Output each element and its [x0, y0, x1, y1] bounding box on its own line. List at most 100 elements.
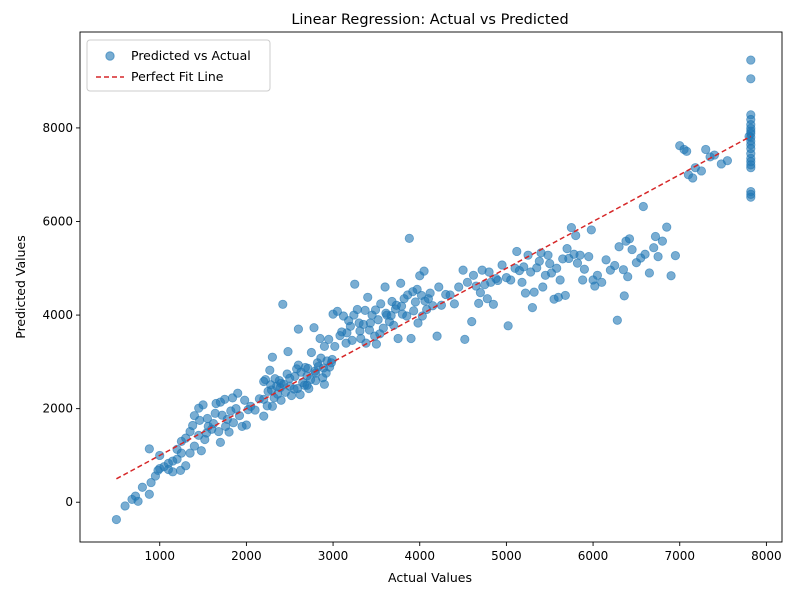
scatter-point [545, 259, 555, 269]
x-axis: 1000 2000 3000 4000 5000 6000 7000 8000 [144, 542, 782, 563]
scatter-point [396, 278, 406, 288]
scatter-point [560, 290, 570, 301]
scatter-point [276, 378, 286, 388]
scatter-point [657, 236, 668, 246]
scatter-point [215, 397, 225, 407]
scatter-point [293, 324, 303, 334]
x-tick-label: 6000 [578, 549, 609, 563]
scatter-point [425, 288, 435, 298]
scatter-point [311, 368, 321, 378]
scatter-point [214, 426, 224, 437]
scatter-point [286, 390, 297, 401]
x-axis-label: Actual Values [388, 570, 472, 585]
scatter-point [484, 267, 494, 277]
y-tick-label: 6000 [42, 214, 73, 228]
scatter-point [201, 428, 212, 438]
scatter-point [449, 299, 459, 309]
scatter-point [327, 354, 337, 365]
scatter-point [196, 446, 206, 456]
scatter-point [519, 262, 529, 272]
scatter-point [267, 352, 277, 362]
scatter-point [302, 380, 312, 390]
scatter-point [404, 233, 414, 243]
scatter-point [571, 230, 581, 241]
scatter-point [265, 365, 275, 375]
scatter-point [373, 315, 383, 325]
scatter-point [682, 146, 692, 156]
scatter-point [746, 163, 756, 173]
scatter-point [592, 270, 603, 280]
y-tick-label: 2000 [42, 402, 73, 416]
scatter-point [393, 333, 403, 344]
scatter-point [709, 150, 720, 160]
scatter-point [350, 279, 360, 289]
scatter-point [454, 282, 464, 292]
scatter-point [360, 305, 370, 315]
scatter-point [406, 333, 416, 344]
scatter-point [215, 437, 225, 447]
scatter-point [175, 465, 186, 476]
scatter-point [618, 265, 629, 275]
scatter-point [566, 222, 577, 233]
scatter-point [584, 251, 594, 262]
scatter-point [432, 331, 442, 341]
scatter-point [144, 489, 154, 499]
y-tick-label: 8000 [42, 121, 73, 135]
scatter-point [137, 482, 147, 492]
scatter-point [267, 401, 277, 411]
scatter-point [619, 291, 629, 301]
scatter-point [144, 444, 154, 454]
scatter-point [653, 251, 663, 262]
perfect-fit-line [116, 135, 752, 480]
scatter-point [610, 260, 620, 271]
scatter-point [371, 339, 381, 349]
scatter-point [688, 173, 698, 183]
scatter-point [413, 318, 423, 328]
scatter-point [722, 156, 733, 166]
scatter-point [168, 456, 178, 466]
scatter-point [497, 260, 507, 270]
plot-frame [79, 31, 783, 543]
scatter-point [644, 268, 655, 278]
scatter-point [493, 275, 503, 286]
scatter-point [552, 263, 562, 273]
scatter-point [402, 311, 412, 321]
scatter-point [562, 244, 572, 254]
scatter-point [315, 333, 325, 344]
scatter-point [467, 317, 477, 327]
scatter-point [623, 272, 633, 282]
scatter-point [612, 315, 622, 325]
scatter-point [590, 281, 600, 291]
scatter-point [520, 288, 531, 298]
scatter-point [468, 270, 479, 280]
scatter-point [512, 246, 522, 257]
scatter-point [517, 277, 527, 287]
scatter-point [670, 251, 681, 261]
scatter-point [666, 271, 676, 281]
scatter-point [208, 419, 219, 429]
scatter-point [355, 326, 365, 336]
scatter-point [460, 334, 470, 344]
scatter-point [386, 310, 396, 321]
scatter-point [259, 411, 269, 421]
scatter-point [319, 379, 329, 389]
scatter-point [282, 369, 292, 379]
scatter-point [370, 305, 381, 315]
scatter-point [285, 381, 295, 391]
scatter-point [601, 255, 611, 265]
scatter-point [363, 292, 373, 302]
scatter-point [185, 448, 195, 458]
scatter-point [376, 299, 386, 309]
scatter-point [146, 477, 156, 488]
scatter-point [482, 294, 492, 304]
scatter-point [638, 201, 648, 212]
scatter-point [746, 149, 756, 159]
scatter-point [575, 250, 585, 260]
scatter-point [259, 376, 269, 387]
x-tick-label: 1000 [144, 549, 175, 563]
scatter-point [409, 306, 419, 316]
scatter-point [649, 243, 659, 253]
legend-label-line: Perfect Fit Line [131, 69, 224, 84]
scatter-point [176, 436, 186, 446]
scatter-point [410, 297, 420, 307]
